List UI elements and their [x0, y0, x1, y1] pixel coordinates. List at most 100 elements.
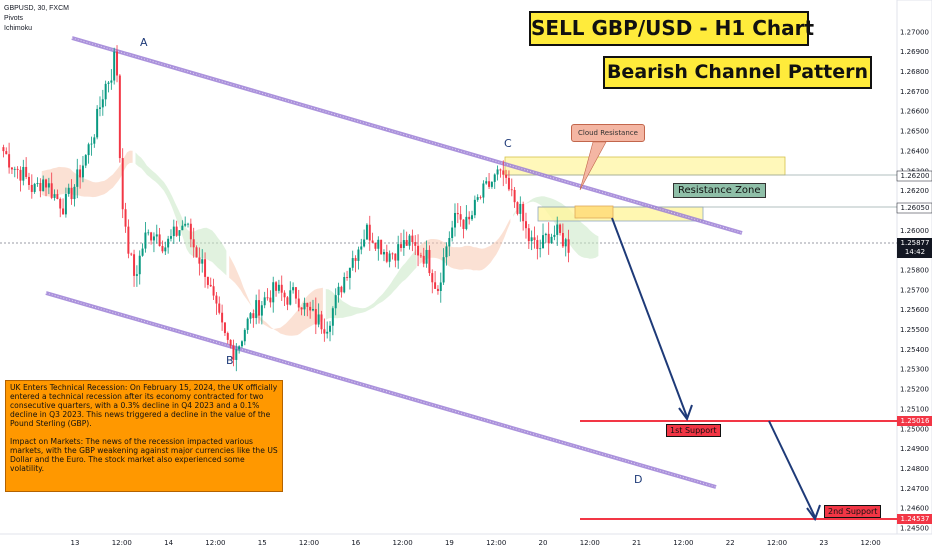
- candle-body: [391, 253, 394, 255]
- candle-body: [294, 287, 297, 299]
- candle-body: [181, 225, 184, 231]
- candle-body: [101, 99, 104, 108]
- candle-body: [556, 224, 559, 235]
- price-tick-label: 1.24500: [900, 525, 929, 533]
- candle-body: [303, 302, 306, 310]
- main-title: SELL GBP/USD - H1 Chart: [529, 11, 814, 46]
- candle-body: [209, 284, 212, 287]
- candle-body: [417, 245, 420, 256]
- candle-body: [144, 232, 147, 249]
- projection-arrow-1[interactable]: [611, 217, 688, 418]
- candle-body: [22, 166, 25, 181]
- candle-body: [380, 239, 383, 255]
- candle-body: [482, 183, 485, 198]
- candle-body: [343, 277, 346, 293]
- candle-body: [240, 341, 243, 347]
- price-axis[interactable]: [896, 0, 932, 535]
- cloud-resistance-label: Cloud Resistance: [571, 124, 645, 142]
- price-tick-label: 1.25600: [900, 306, 929, 314]
- channel-upper-line-inner: [71, 37, 743, 234]
- candle-body: [371, 240, 374, 243]
- price-tick-label: 1.24900: [900, 445, 929, 453]
- candle-body: [152, 236, 155, 241]
- candle-body: [431, 273, 434, 283]
- candle-body: [113, 51, 116, 81]
- candle-body: [490, 181, 493, 187]
- candle-body: [473, 199, 476, 216]
- price-tag-level-1: 1.26200: [900, 172, 930, 180]
- candle-body: [198, 257, 201, 264]
- candle-body: [252, 313, 255, 319]
- time-tick-label: 12:00: [767, 539, 787, 547]
- candle-body: [400, 244, 403, 248]
- candle-body: [539, 248, 542, 250]
- price-tick-label: 1.26600: [900, 108, 929, 116]
- candle-body: [223, 322, 226, 334]
- news-note-para-1: UK Enters Technical Recession: On Februa…: [10, 383, 278, 428]
- candle-body: [169, 236, 172, 239]
- candle-body: [357, 249, 360, 261]
- candle-body: [64, 193, 67, 215]
- candle-body: [110, 80, 113, 83]
- candle-body: [300, 307, 303, 310]
- indicator-ichimoku[interactable]: Ichimoku: [4, 25, 33, 32]
- candle-body: [422, 255, 425, 264]
- projection-arrow-1-head: [678, 404, 693, 422]
- price-tick-label: 1.25000: [900, 425, 929, 433]
- candle-body: [272, 282, 275, 303]
- candle-body: [73, 186, 76, 200]
- candle-body: [215, 295, 218, 304]
- candle-body: [451, 227, 454, 239]
- cloud-segment: [513, 196, 599, 259]
- candle-body: [260, 305, 263, 316]
- candle-body: [527, 228, 530, 242]
- candle-body: [442, 257, 445, 283]
- candle-body: [16, 168, 19, 170]
- candle-body: [47, 183, 50, 188]
- candle-body: [19, 169, 22, 181]
- time-tick-label: 12:00: [205, 539, 225, 547]
- candle-body: [5, 151, 8, 155]
- candle-body: [93, 137, 96, 144]
- candle-body: [434, 282, 437, 289]
- candle-body: [39, 183, 42, 192]
- candle-body: [172, 226, 175, 237]
- projection-arrow-2[interactable]: [768, 420, 816, 518]
- candle-body: [510, 189, 513, 191]
- candle-body: [397, 244, 400, 261]
- cloud-segment: [135, 152, 227, 276]
- candle-body: [311, 309, 314, 311]
- candle-body: [164, 247, 167, 252]
- candle-body: [368, 224, 371, 241]
- candle-body: [59, 198, 62, 209]
- candle-body: [121, 158, 124, 210]
- candle-body: [459, 214, 462, 220]
- candle-body: [334, 295, 337, 309]
- candle-body: [229, 339, 232, 346]
- candle-body: [187, 223, 190, 225]
- candle-body: [553, 234, 556, 237]
- candle-body: [42, 179, 45, 192]
- candle-body: [340, 286, 343, 293]
- point-c-label: C: [504, 137, 512, 150]
- time-tick-label: 12:00: [112, 539, 132, 547]
- time-tick-label: 23: [819, 539, 828, 547]
- candle-body: [195, 247, 198, 258]
- candle-body: [561, 232, 564, 247]
- candle-body: [402, 240, 405, 248]
- time-tick-label: 12:00: [299, 539, 319, 547]
- candle-body: [204, 259, 207, 277]
- candle-body: [533, 237, 536, 241]
- indicator-pivots[interactable]: Pivots: [4, 15, 24, 22]
- candle-body: [289, 290, 292, 305]
- price-tick-label: 1.25400: [900, 346, 929, 354]
- time-tick-label: 19: [445, 539, 454, 547]
- symbol-line[interactable]: GBPUSD, 30, FXCM: [4, 5, 69, 12]
- price-tag-support-1: 1.25016: [900, 417, 930, 425]
- candle-body: [280, 284, 283, 293]
- candle-body: [323, 329, 326, 334]
- candle-body: [425, 249, 428, 264]
- resistance-zone-upper[interactable]: [504, 156, 786, 176]
- time-axis[interactable]: [0, 534, 932, 550]
